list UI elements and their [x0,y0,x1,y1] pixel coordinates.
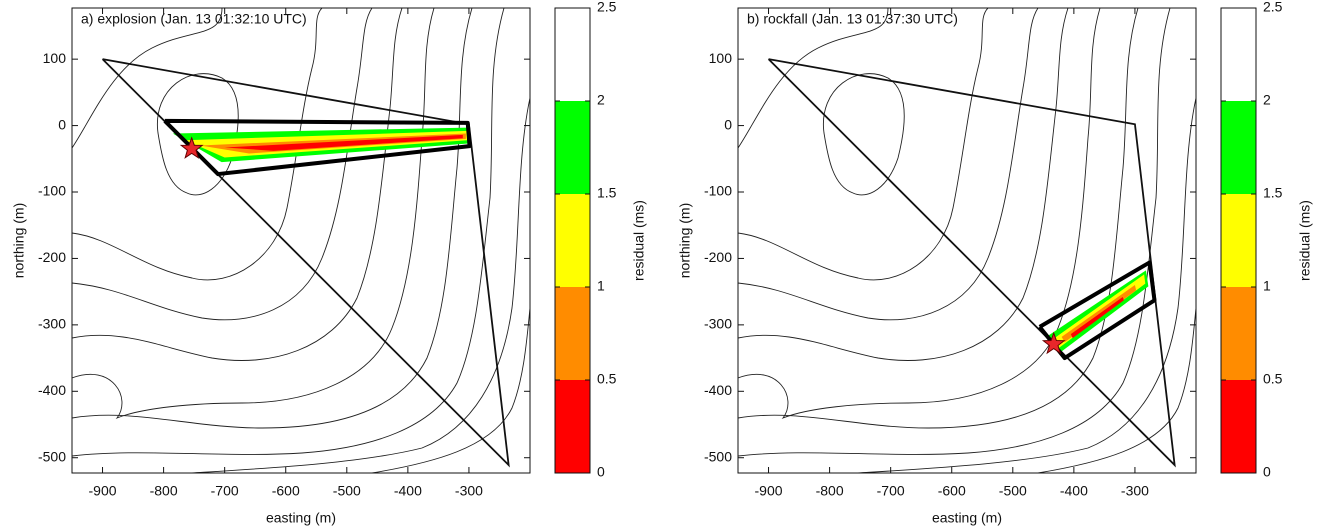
x-tick-label: -800 [816,483,844,499]
topography [72,8,530,473]
colorbar-tick-label: 0 [597,464,605,480]
y-tick-label: 0 [724,116,732,132]
x-axis-label: easting (m) [266,510,336,526]
x-tick-label: -400 [394,483,422,499]
x-tick-label: -500 [999,483,1027,499]
y-tick-label: -400 [38,382,66,398]
colorbar-tick-label: 0.5 [597,371,617,387]
colorbar-tick-label: 1.5 [597,185,617,201]
y-tick-label: -200 [704,249,732,265]
y-tick-label: -300 [704,316,732,332]
colorbar-segment [555,287,590,380]
colorbar-frame [554,7,591,474]
x-tick-label: -800 [150,483,178,499]
colorbar-frame [1220,7,1257,474]
colorbar-label: residual (ms) [631,200,647,281]
x-tick-label: -400 [1060,483,1088,499]
colorbar-tick-label: 1 [1263,278,1271,294]
colorbar-tick-label: 0.5 [1263,371,1283,387]
y-tick-label: -100 [704,183,732,199]
colorbar-segment [555,101,590,194]
colorbar-segment [1221,194,1256,287]
colorbar-tick-label: 1 [597,278,605,294]
x-tick-label: -600 [938,483,966,499]
axes-frame [71,7,531,474]
x-tick-label: -600 [272,483,300,499]
y-tick-label: -100 [38,183,66,199]
colorbar-tick-label: 2.5 [1263,0,1283,15]
event-star [1041,331,1066,355]
y-tick-label: -500 [704,448,732,464]
x-axis-label: easting (m) [932,510,1002,526]
y-tick-label: -500 [38,448,66,464]
axes-frame [737,7,1197,474]
y-tick-label: 100 [43,50,67,66]
x-tick-label: -900 [755,483,783,499]
colorbar-tick-label: 0 [1263,464,1271,480]
colorbar-tick-label: 2 [1263,92,1271,108]
x-tick-label: -700 [877,483,905,499]
event-star [179,136,204,159]
colorbar-label: residual (ms) [1297,200,1313,281]
search-region [163,118,472,177]
topography [738,8,1196,473]
panel-title: a) explosion (Jan. 13 01:32:10 UTC) [81,11,307,27]
colorbar-segment [555,380,590,473]
colorbar-segment [1221,8,1256,101]
y-tick-label: -400 [704,382,732,398]
x-tick-label: -700 [211,483,239,499]
contour-lines [738,8,1196,473]
residual-zone [224,134,463,151]
x-tick-label: -900 [89,483,117,499]
colorbar-segment [555,194,590,287]
x-tick-label: -500 [333,483,361,499]
colorbar-tick-label: 2 [597,92,605,108]
residual-zone [1070,296,1124,339]
contour-lines [72,8,530,473]
colorbar-tick-label: 1.5 [1263,185,1283,201]
array-outline [101,58,510,468]
y-axis-label: northing (m) [11,203,27,278]
colorbar-segment [1221,101,1256,194]
y-tick-label: 0 [58,116,66,132]
colorbar-segment [555,8,590,101]
colorbar-segment [1221,380,1256,473]
y-tick-label: 100 [709,50,733,66]
y-axis-label: northing (m) [677,203,693,278]
x-tick-label: -300 [1121,483,1149,499]
colorbar-tick-label: 2.5 [597,0,617,15]
x-tick-label: -300 [455,483,483,499]
panel-title: b) rockfall (Jan. 13 01:37:30 UTC) [747,11,958,27]
y-tick-label: -300 [38,316,66,332]
y-tick-label: -200 [38,249,66,265]
colorbar-segment [1221,287,1256,380]
